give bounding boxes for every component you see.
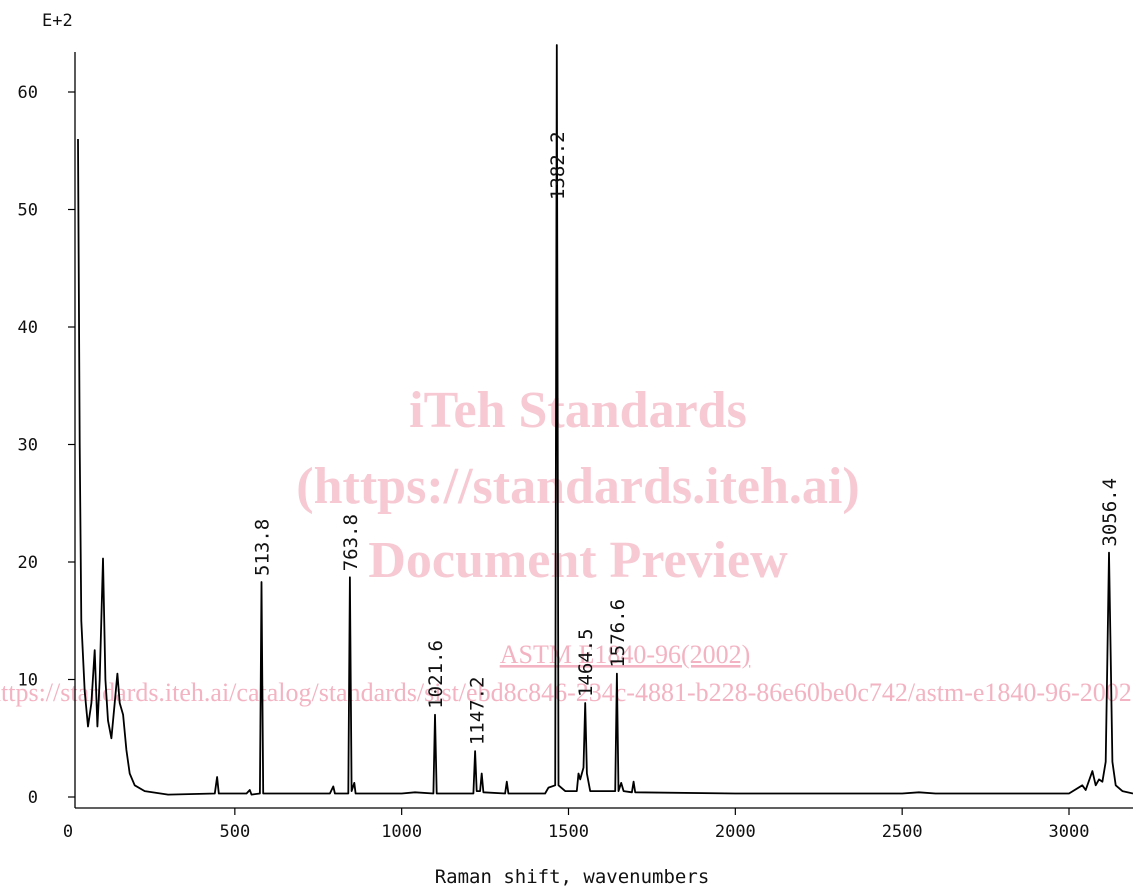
y-tick-label: 10: [18, 671, 38, 691]
peak-label: 3056.4: [1099, 478, 1121, 547]
y-axis-exponent-label: E+2: [42, 11, 73, 31]
axes: [74, 52, 1133, 809]
y-tick-label: 60: [18, 83, 38, 103]
watermark-line2: (https://standards.iteh.ai): [296, 458, 859, 515]
x-tick-label: 1000: [381, 822, 422, 842]
x-axis-ticks: 0 500 1000 1500 2000 2500 3000: [63, 808, 1090, 842]
watermark: iTeh Standards (https://standards.iteh.a…: [0, 382, 1132, 707]
x-axis-title: Raman shift, wavenumbers: [435, 866, 710, 888]
y-axis-ticks: 0 10 20 30 40 50 60: [18, 83, 75, 808]
peak-label: 513.8: [252, 519, 274, 576]
x-tick-label: 500: [219, 822, 250, 842]
x-tick-label: 1500: [548, 822, 589, 842]
peak-label: 1382.2: [547, 131, 569, 200]
watermark-url[interactable]: https://standards.iteh.ai/catalog/standa…: [0, 678, 1132, 707]
x-tick-label: 2000: [715, 822, 756, 842]
y-tick-label: 0: [28, 788, 38, 808]
x-tick-label: 2500: [882, 822, 923, 842]
spectrum-line: [77, 44, 1133, 796]
watermark-line3: Document Preview: [368, 532, 788, 589]
y-tick-label: 20: [18, 553, 38, 573]
peak-labels: 513.8 763.8 1021.6 1147.2 1382.2 1464.5 1576.6…: [252, 131, 1122, 745]
peak-label: 1464.5: [575, 628, 597, 697]
y-tick-label: 30: [18, 436, 38, 456]
y-tick-label: 50: [18, 201, 38, 221]
peak-label: 1147.2: [467, 677, 489, 746]
watermark-standard-link[interactable]: ASTM E1840-96(2002): [500, 640, 751, 669]
peak-label: 1021.6: [425, 640, 447, 709]
peak-label: 1576.6: [607, 599, 629, 668]
watermark-line1: iTeh Standards: [409, 382, 747, 439]
peak-label: 763.8: [340, 514, 362, 571]
x-tick-label: 3000: [1049, 822, 1090, 842]
x-tick-label: 0: [63, 822, 73, 842]
y-tick-label: 40: [18, 318, 38, 338]
plot-area: [77, 44, 1133, 796]
